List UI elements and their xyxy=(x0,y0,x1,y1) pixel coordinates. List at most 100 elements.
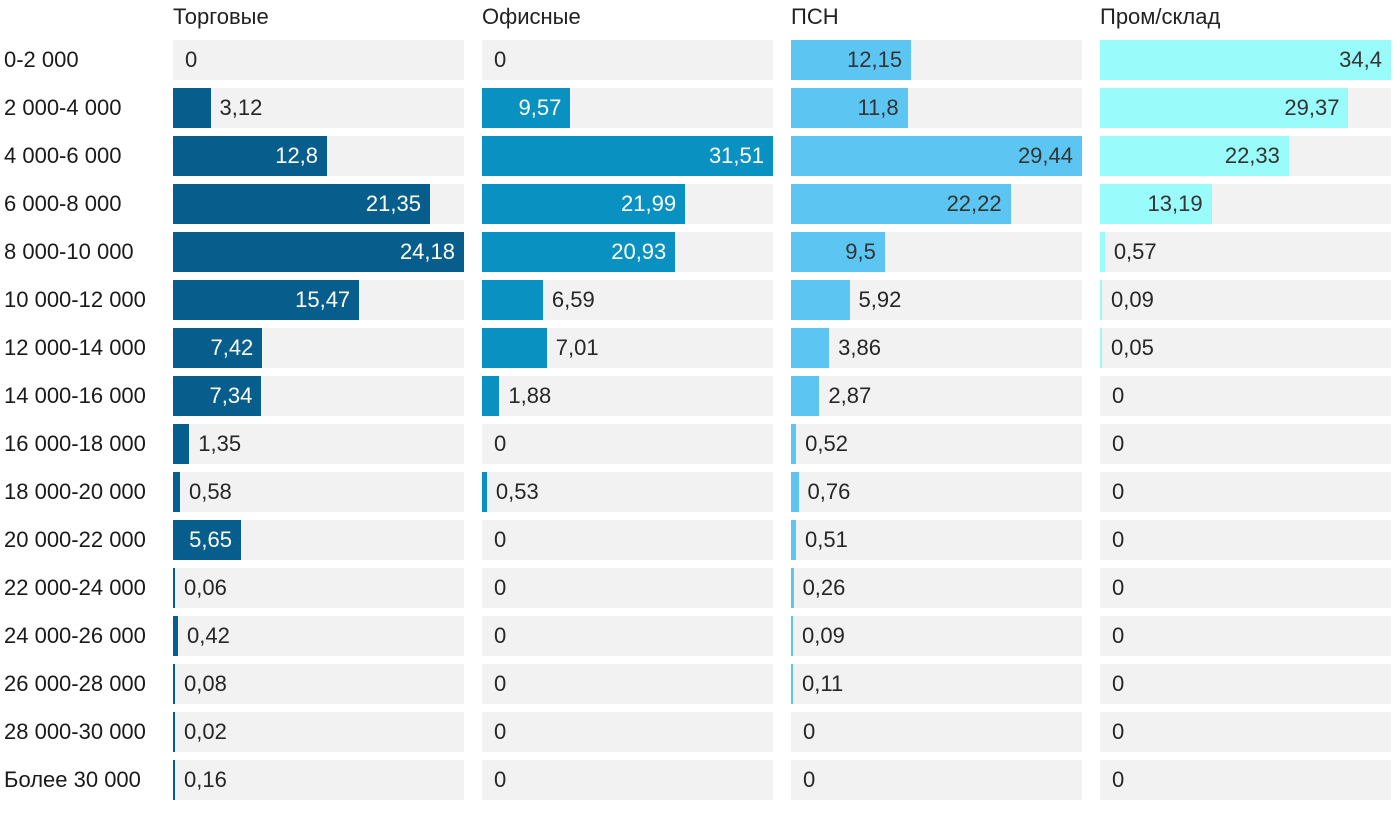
bar-value: 34,4 xyxy=(1339,47,1382,72)
bar-track: 6,59 xyxy=(482,280,773,320)
bar xyxy=(482,472,487,512)
row-label: 22 000-24 000 xyxy=(4,575,146,600)
bar xyxy=(482,376,500,416)
bar-track: 0,16 xyxy=(173,760,464,800)
bar-value: 6,59 xyxy=(551,287,595,312)
bar-track: 7,42 xyxy=(173,328,464,368)
bar-value: 0 xyxy=(185,47,198,72)
bar-value: 0,26 xyxy=(802,575,846,600)
row-label: 14 000-16 000 xyxy=(4,383,146,408)
bar-track: 24,18 xyxy=(173,232,464,272)
bar-track: 0,52 xyxy=(791,424,1082,464)
bar-track: 3,12 xyxy=(173,88,464,128)
row-label: 4 000-6 000 xyxy=(4,143,122,168)
bar-track: 0,05 xyxy=(1100,328,1391,368)
bar: 29,37 xyxy=(1100,88,1349,128)
bar-track: 0,58 xyxy=(173,472,464,512)
bar-track: 5,65 xyxy=(173,520,464,560)
bar-track: 0 xyxy=(1100,520,1391,560)
bar-value: 0 xyxy=(494,623,507,648)
bar-value: 0 xyxy=(494,767,507,792)
row-label: 24 000-26 000 xyxy=(4,623,146,648)
bar-track: 1,88 xyxy=(482,376,773,416)
bar-value: 0 xyxy=(494,47,507,72)
bar-value: 0,09 xyxy=(1111,287,1154,312)
bar: 12,15 xyxy=(791,40,912,80)
bar-track: 0 xyxy=(1100,376,1391,416)
bar-value: 2,87 xyxy=(828,383,872,408)
bar-value: 7,42 xyxy=(210,335,254,360)
bar: 12,8 xyxy=(173,136,328,176)
bar-track: 0,08 xyxy=(173,664,464,704)
bar xyxy=(1100,232,1105,272)
row-label: Более 30 000 xyxy=(4,767,141,792)
bar-value: 7,01 xyxy=(555,335,599,360)
bar xyxy=(1100,328,1102,368)
bar-value: 21,35 xyxy=(365,191,421,216)
bar: 29,44 xyxy=(791,136,1082,176)
bar-value: 0,52 xyxy=(805,431,848,456)
bar xyxy=(173,760,175,800)
bar-value: 5,92 xyxy=(858,287,902,312)
bar-track: 0,26 xyxy=(791,568,1082,608)
bar: 24,18 xyxy=(173,232,464,272)
bar-track: 0 xyxy=(1100,568,1391,608)
bar-track: 2,87 xyxy=(791,376,1082,416)
bar-track: 0,09 xyxy=(1100,280,1391,320)
bar-track: 0,11 xyxy=(791,664,1082,704)
bar-value: 5,65 xyxy=(189,527,232,552)
row-label: 6 000-8 000 xyxy=(4,191,122,216)
bar-track: 0 xyxy=(1100,616,1391,656)
bar: 34,4 xyxy=(1100,40,1391,80)
row-label: 26 000-28 000 xyxy=(4,671,146,696)
bar-track: 7,01 xyxy=(482,328,773,368)
bar-track: 12,15 xyxy=(791,40,1082,80)
bar-value: 0,58 xyxy=(188,479,232,504)
bar xyxy=(791,328,830,368)
bar-value: 0,11 xyxy=(802,671,844,696)
bar-value: 0 xyxy=(803,767,816,792)
bar-track: 21,35 xyxy=(173,184,464,224)
bar-track: 11,8 xyxy=(791,88,1082,128)
bar-value: 0 xyxy=(494,671,507,696)
bar-value: 11,8 xyxy=(857,95,899,120)
bar: 11,8 xyxy=(791,88,908,128)
bar-track: 31,51 xyxy=(482,136,773,176)
header-spacer xyxy=(0,2,155,32)
bar-value: 20,93 xyxy=(611,239,667,264)
row-label: 18 000-20 000 xyxy=(4,479,146,504)
bar-track: 0,42 xyxy=(173,616,464,656)
bar-value: 1,88 xyxy=(508,383,552,408)
column-header: ПСН xyxy=(791,4,839,29)
bar xyxy=(173,664,175,704)
bar-value: 22,22 xyxy=(946,191,1002,216)
bar: 5,65 xyxy=(173,520,241,560)
bar-value: 3,12 xyxy=(219,95,263,120)
bar-track: 0 xyxy=(1100,712,1391,752)
bar-track: 0,02 xyxy=(173,712,464,752)
bar xyxy=(791,472,799,512)
bar-value: 7,34 xyxy=(209,383,253,408)
bar-track: 9,5 xyxy=(791,232,1082,272)
bar xyxy=(173,712,175,752)
column-header: Торговые xyxy=(173,4,269,29)
bar: 31,51 xyxy=(482,136,773,176)
bar-track: 0 xyxy=(1100,760,1391,800)
bar xyxy=(173,88,211,128)
bar: 15,47 xyxy=(173,280,360,320)
bar-value: 0,09 xyxy=(802,623,845,648)
bar-value: 24,18 xyxy=(399,239,455,264)
bar: 21,99 xyxy=(482,184,686,224)
bar-track: 0 xyxy=(482,40,773,80)
bar-track: 0,57 xyxy=(1100,232,1391,272)
row-label: 2 000-4 000 xyxy=(4,95,122,120)
bar: 13,19 xyxy=(1100,184,1212,224)
bar-value: 0 xyxy=(1112,575,1125,600)
bar xyxy=(173,568,175,608)
bar-track: 0 xyxy=(482,760,773,800)
bar-value: 13,19 xyxy=(1147,191,1203,216)
bar-value: 12,15 xyxy=(847,47,903,72)
bar-track: 0 xyxy=(791,760,1082,800)
bar-value: 1,35 xyxy=(198,431,242,456)
bar-value: 29,44 xyxy=(1017,143,1073,168)
